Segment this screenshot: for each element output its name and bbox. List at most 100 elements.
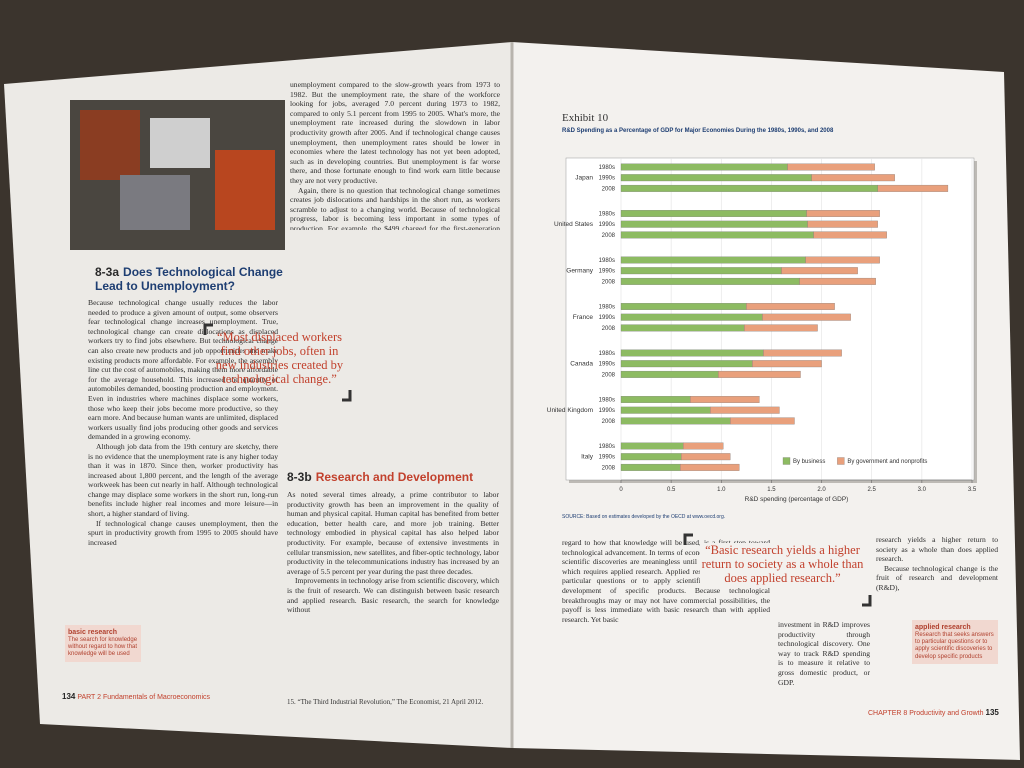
y-tick-label: 2008	[602, 186, 616, 192]
y-tick-label: 2008	[602, 233, 616, 239]
quote-bracket	[342, 390, 352, 402]
page-footer: CHAPTER 8 Productivity and Growth 135	[868, 708, 999, 717]
bar-segment	[620, 277, 800, 285]
bar-segment	[620, 360, 753, 368]
bar-segment	[813, 231, 887, 239]
section-number: 8-3a	[95, 265, 120, 279]
text-column: Because technological change usually red…	[88, 298, 278, 680]
section-title: Research and Development	[315, 470, 474, 484]
bar-segment	[683, 442, 724, 450]
x-tick-label: 1.0	[717, 487, 726, 493]
paragraph: investment in R&D improves productivity …	[778, 620, 870, 687]
y-tick-label: 2008	[602, 279, 616, 285]
bar-segment	[681, 453, 731, 461]
y-tick-label: 1980s	[599, 258, 615, 264]
part: PART 2	[77, 694, 102, 701]
text-column: research yields a higher return to socie…	[876, 535, 998, 605]
legend-swatch	[782, 457, 791, 465]
bar-segment	[746, 303, 835, 310]
y-tick-label: 1980s	[599, 305, 615, 311]
bar-segment	[620, 267, 782, 275]
exhibit-label: Exhibit 10	[562, 112, 609, 124]
text-column: regard to how that knowledge will be use…	[562, 538, 770, 698]
bar-segment	[762, 313, 851, 321]
y-tick-label: 1980s	[599, 444, 615, 450]
chapter-title: Productivity and Growth	[909, 710, 984, 717]
bar-segment	[620, 370, 719, 378]
bar-segment	[620, 406, 711, 414]
paragraph: regard to how that knowledge will be use…	[562, 538, 770, 624]
y-tick-label: 1990s	[599, 269, 615, 275]
paragraph: Because technological change usually red…	[88, 298, 278, 442]
margin-definition: applied research Research that seeks ans…	[912, 620, 998, 664]
bar-segment	[620, 463, 681, 471]
photo-detail	[120, 175, 190, 230]
chart-source: SOURCE: Based on estimates developed by …	[562, 514, 726, 520]
y-tick-label: 1990s	[599, 222, 615, 228]
y-tick-label: 2008	[602, 419, 616, 425]
bar-segment	[752, 360, 822, 368]
bar-segment	[620, 174, 812, 182]
book-title: Fundamentals of Macroeconomics	[103, 694, 210, 701]
group-label: Canada	[570, 361, 593, 368]
group-label: Germany	[566, 268, 593, 275]
bar-segment	[620, 324, 745, 332]
bar-segment	[620, 256, 806, 264]
x-tick-label: 2.0	[817, 487, 826, 493]
page-number: 135	[985, 708, 999, 717]
paragraph: Although job data from the 19th century …	[88, 441, 278, 519]
group-label: France	[573, 314, 594, 321]
bar-segment	[806, 210, 880, 217]
y-tick-label: 1980s	[599, 212, 615, 218]
legend-label: By government and nonprofits	[847, 459, 927, 465]
paragraph: As noted several times already, a prime …	[287, 490, 499, 576]
y-tick-label: 1990s	[599, 455, 615, 461]
bar-segment	[877, 184, 949, 192]
chapter: CHAPTER 8	[868, 710, 908, 717]
quote-bracket	[683, 533, 693, 545]
paragraph: Again, there is no question that technol…	[290, 185, 500, 230]
x-tick-label: 0.5	[667, 487, 676, 493]
y-tick-label: 1980s	[599, 165, 615, 171]
y-tick-label: 1990s	[599, 362, 615, 368]
term: applied research	[915, 624, 971, 631]
y-tick-label: 1990s	[599, 176, 615, 182]
term: basic research	[68, 629, 118, 636]
x-tick-label: 1.5	[767, 487, 776, 493]
paragraph: research yields a higher return to socie…	[876, 535, 998, 564]
bar-segment	[620, 163, 788, 171]
page-footer: 134 PART 2 Fundamentals of Macroeconomic…	[62, 692, 210, 701]
bar-segment	[710, 406, 780, 414]
bar-segment	[620, 220, 808, 228]
bar-segment	[620, 417, 731, 425]
bar-segment	[763, 349, 842, 357]
bar-segment	[781, 267, 858, 275]
bar-segment	[811, 174, 895, 182]
x-tick-label: 2.5	[868, 487, 877, 493]
bar-segment	[620, 231, 814, 239]
legend-swatch	[837, 457, 845, 465]
text-column: investment in R&D improves productivity …	[778, 620, 870, 698]
bar-segment	[799, 277, 876, 285]
text-column: unemployment compared to the slow-growth…	[290, 80, 500, 230]
bar-segment	[620, 396, 691, 403]
bar-segment	[807, 220, 878, 228]
pull-quote: “Basic research yields a higher return t…	[700, 543, 865, 585]
y-tick-label: 1990s	[599, 408, 615, 414]
bar-segment	[718, 370, 801, 378]
page-number: 134	[62, 692, 76, 701]
y-tick-label: 1980s	[599, 351, 615, 357]
bar-segment	[730, 417, 795, 425]
x-axis-label: R&D spending (percentage of GDP)	[745, 496, 849, 503]
pull-quote: “Most displaced workers find other jobs,…	[215, 330, 344, 386]
section-number: 8-3b	[287, 470, 312, 484]
legend-label: By business	[793, 459, 825, 465]
bar-segment	[744, 324, 818, 332]
x-tick-label: 0	[619, 487, 623, 493]
bar-segment	[620, 313, 763, 321]
y-tick-label: 1990s	[599, 315, 615, 321]
y-tick-label: 1980s	[599, 398, 615, 404]
section-heading: 8-3b Research and Development	[287, 470, 502, 484]
bar-segment	[620, 184, 878, 192]
chart-title: R&D Spending as a Percentage of GDP for …	[562, 128, 834, 134]
